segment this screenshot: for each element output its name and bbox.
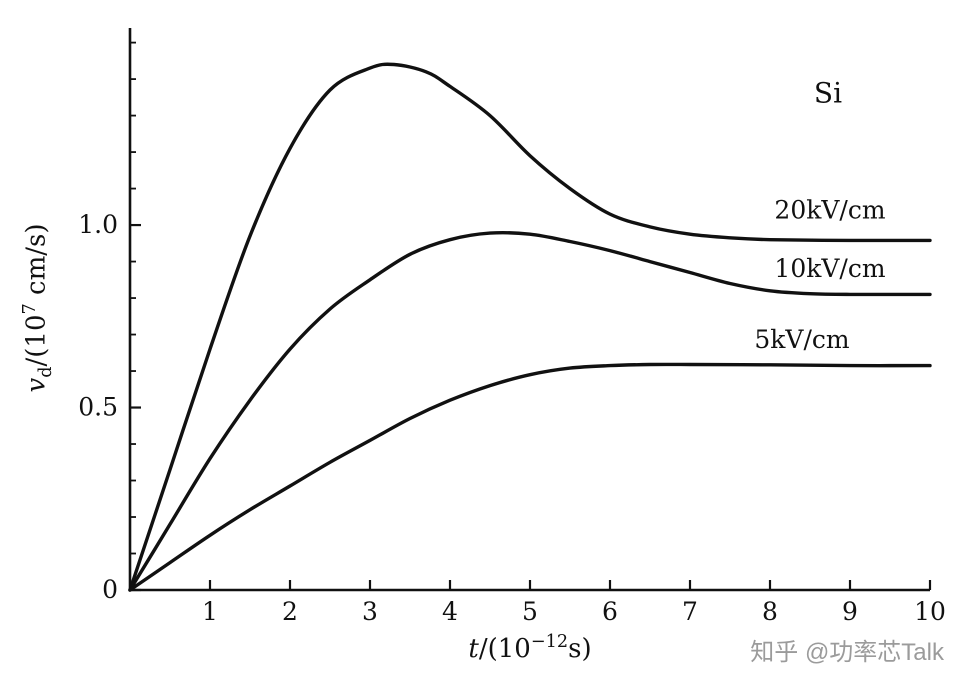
y-tick-label: 1.0 bbox=[78, 210, 118, 239]
x-axis-units-left: /(10 bbox=[478, 633, 531, 664]
y-tick-label: 0.5 bbox=[78, 393, 118, 422]
y-axis-subscript: d bbox=[35, 366, 56, 378]
x-tick-label: 9 bbox=[842, 597, 858, 626]
x-tick-label: 3 bbox=[362, 597, 378, 626]
y-axis-label: vd/(107 cm/s) bbox=[20, 224, 56, 393]
series-label: 5kV/cm bbox=[754, 325, 850, 354]
series-curve bbox=[128, 362, 932, 592]
x-tick-label: 10 bbox=[914, 597, 946, 626]
material-annotation: Si bbox=[813, 76, 843, 110]
y-axis-exponent: 7 bbox=[20, 303, 41, 315]
series-label: 10kV/cm bbox=[774, 254, 885, 283]
x-tick-label: 5 bbox=[522, 597, 538, 626]
x-axis-units-right: s) bbox=[568, 633, 592, 664]
x-axis-variable: t bbox=[468, 633, 479, 664]
x-tick-label: 8 bbox=[762, 597, 778, 626]
x-axis-label: t/(10−12s) bbox=[468, 632, 591, 664]
x-tick-label: 2 bbox=[282, 597, 298, 626]
x-axis-exponent: −12 bbox=[530, 632, 569, 653]
y-axis-units-right: cm/s) bbox=[21, 223, 52, 304]
x-tick-label: 4 bbox=[442, 597, 458, 626]
y-axis-variable: v bbox=[21, 377, 52, 393]
axis-frame bbox=[128, 28, 930, 592]
watermark: 知乎 @功率芯Talk bbox=[750, 639, 944, 666]
series-label: 20kV/cm bbox=[774, 195, 885, 224]
x-tick-label: 1 bbox=[202, 597, 218, 626]
x-tick-label: 6 bbox=[602, 597, 618, 626]
y-tick-label: 0 bbox=[102, 575, 118, 604]
x-tick-label: 7 bbox=[682, 597, 698, 626]
y-axis-units-left: /(10 bbox=[21, 314, 52, 367]
series-curve bbox=[128, 230, 932, 592]
series-curve bbox=[128, 62, 932, 592]
